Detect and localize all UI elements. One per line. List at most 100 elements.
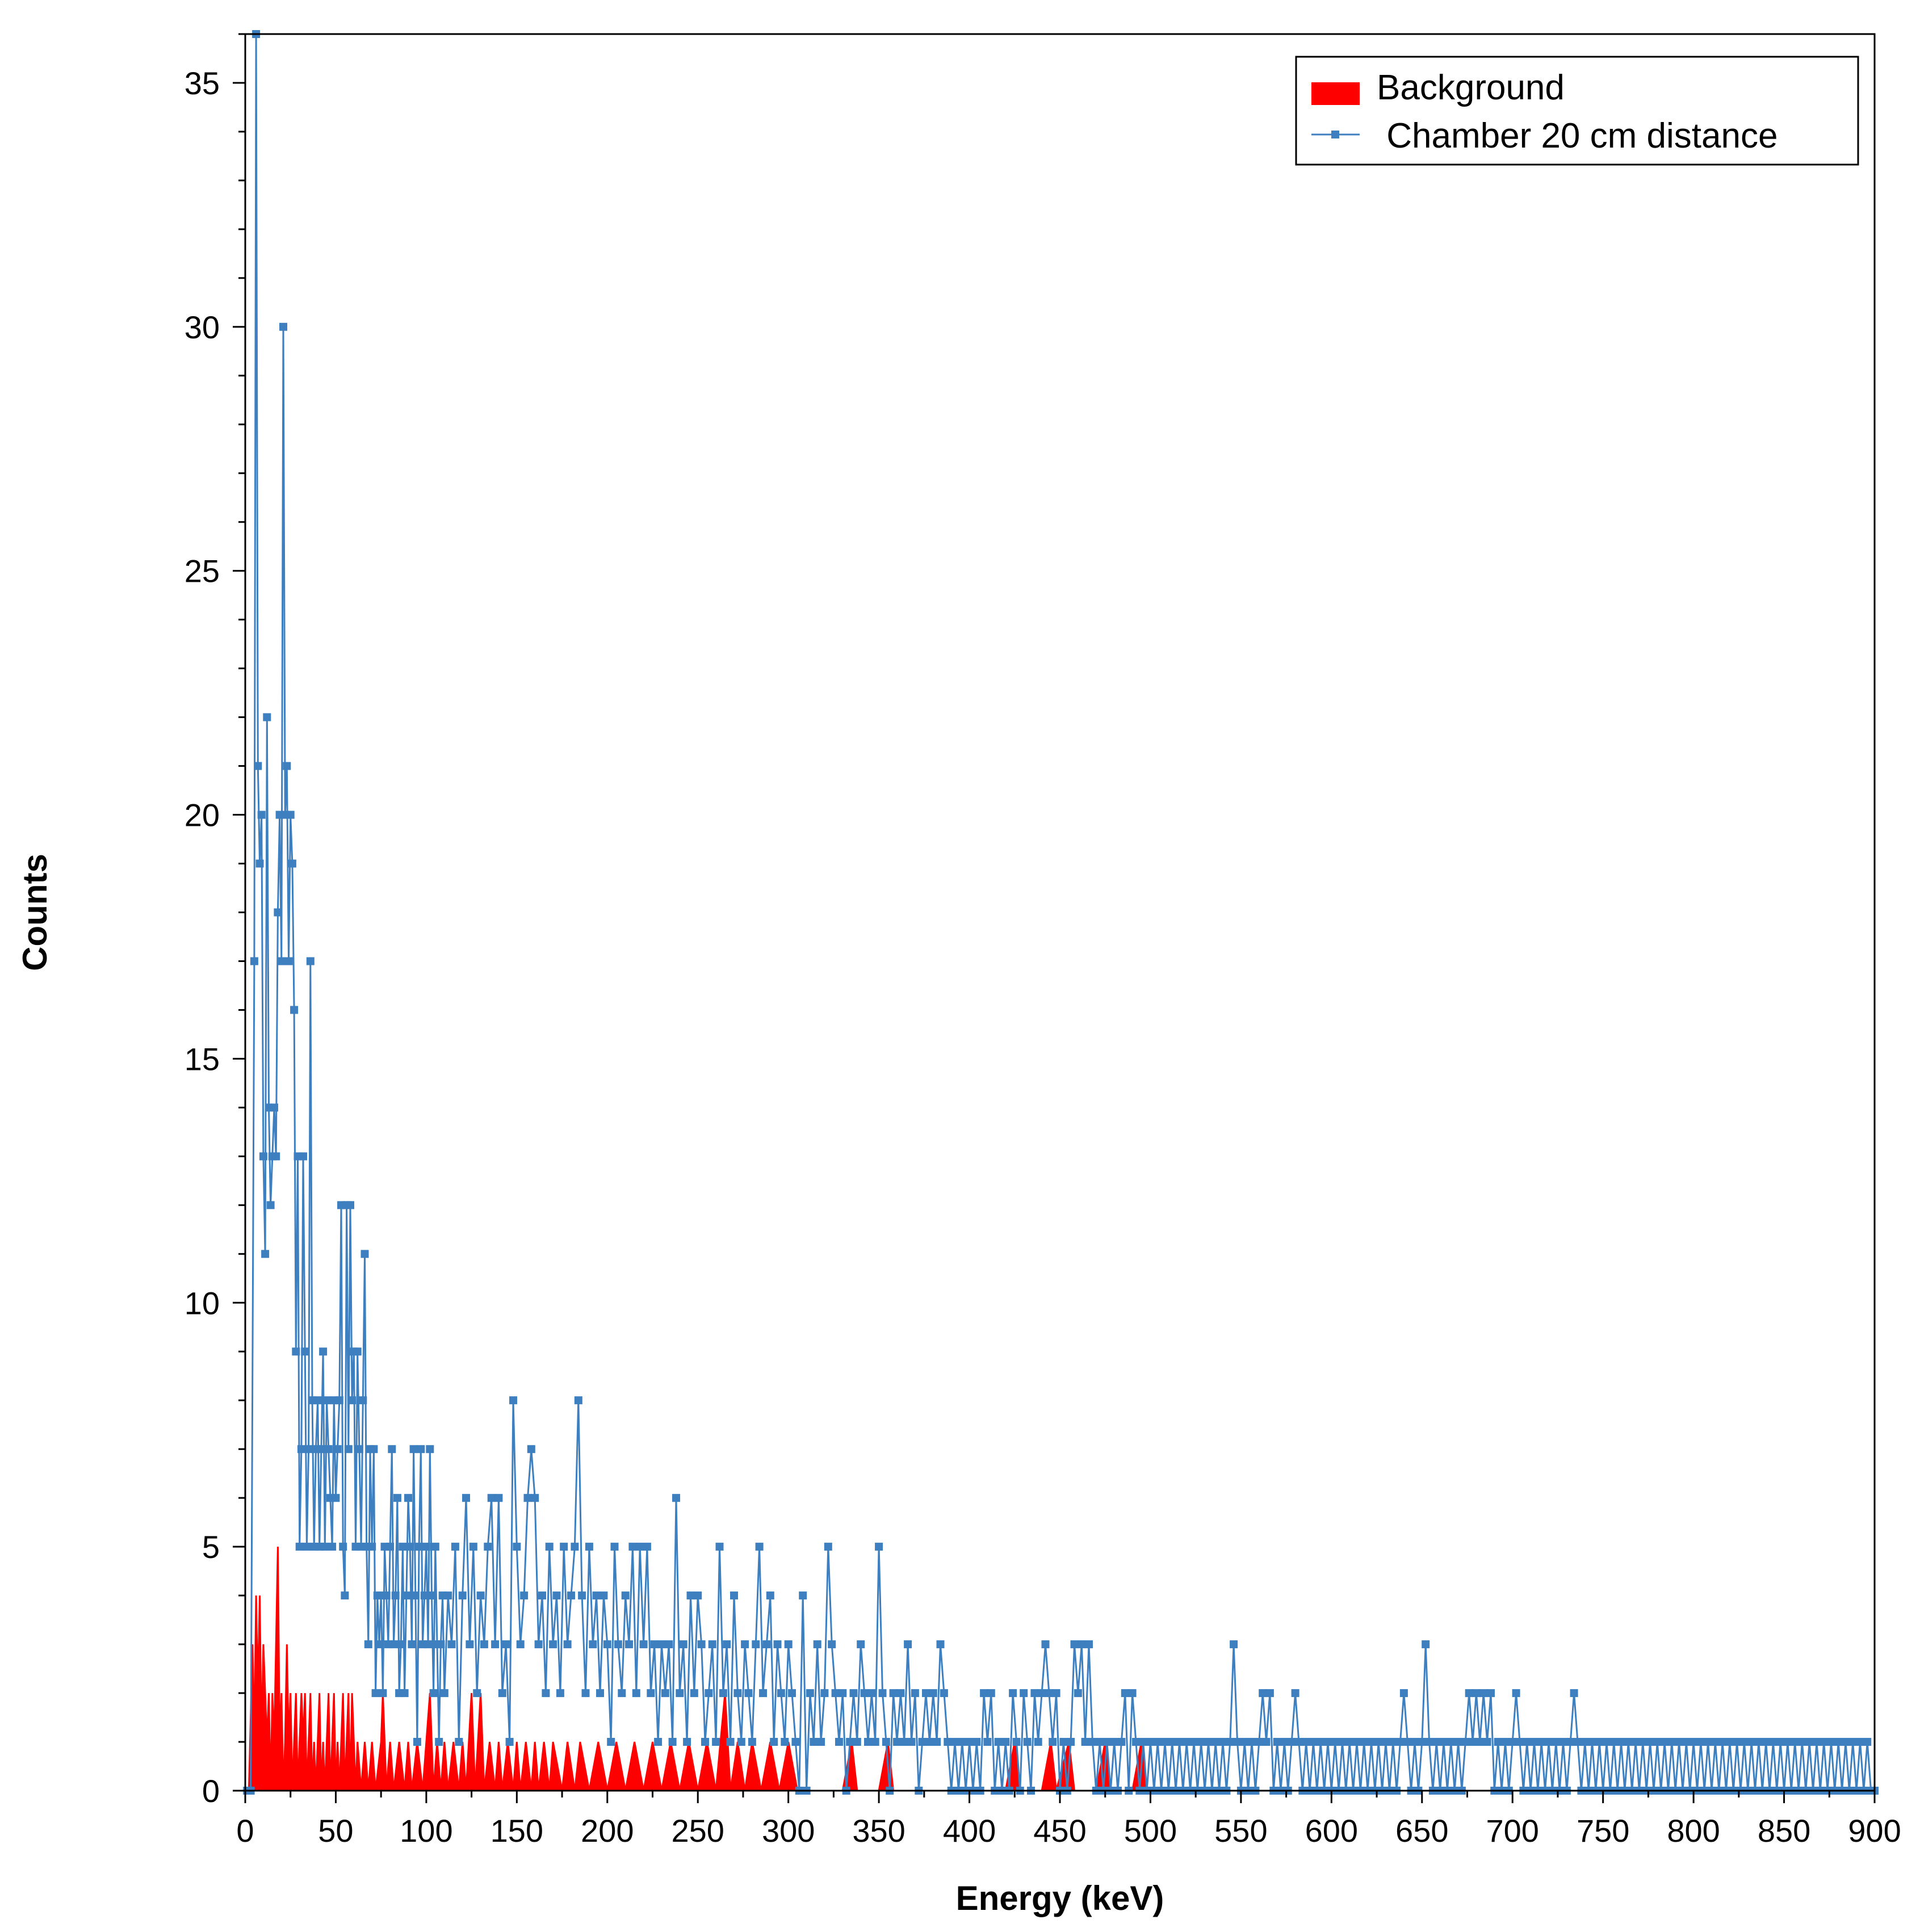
chamber-point xyxy=(531,1494,539,1502)
chamber-point xyxy=(469,1543,477,1551)
chamber-point xyxy=(922,1689,930,1698)
chamber-point xyxy=(1574,1738,1582,1746)
chamber-point xyxy=(1632,1738,1640,1746)
chamber-point xyxy=(1842,1738,1850,1746)
chamber-point xyxy=(607,1738,615,1746)
chamber-point xyxy=(813,1640,821,1649)
chamber-point xyxy=(1154,1738,1162,1746)
chamber-point xyxy=(755,1543,764,1551)
chamber-point xyxy=(661,1689,669,1698)
chamber-point xyxy=(1012,1738,1021,1746)
chamber-point xyxy=(791,1738,800,1746)
chamber-point xyxy=(304,1445,313,1454)
chamber-point xyxy=(1074,1689,1082,1698)
chamber-point xyxy=(1131,1738,1140,1746)
chamber-point xyxy=(1690,1738,1698,1746)
chamber-point xyxy=(427,1591,436,1600)
chamber-point xyxy=(650,1640,659,1649)
chamber-point xyxy=(690,1689,698,1698)
chamber-point xyxy=(388,1445,396,1454)
chamber-point xyxy=(701,1738,709,1746)
chamber-point xyxy=(1197,1738,1205,1746)
chamber-point xyxy=(820,1689,829,1698)
chamber-point xyxy=(715,1543,724,1551)
chamber-point xyxy=(647,1689,655,1698)
chamber-point xyxy=(1265,1689,1274,1698)
chamber-point xyxy=(676,1689,684,1698)
chamber-point xyxy=(867,1689,876,1698)
chamber-point xyxy=(1805,1738,1814,1746)
chamber-point xyxy=(494,1494,503,1502)
chamber-point xyxy=(397,1640,405,1649)
legend-marker-chamber xyxy=(1331,131,1339,138)
chamber-point xyxy=(672,1494,680,1502)
chamber-point xyxy=(283,762,291,770)
chamber-point xyxy=(632,1689,640,1698)
chamber-point xyxy=(668,1738,677,1746)
chamber-point xyxy=(1523,1738,1531,1746)
chamber-point xyxy=(878,1689,887,1698)
chamber-point xyxy=(335,1396,343,1405)
chamber-point xyxy=(424,1640,433,1649)
chamber-point xyxy=(639,1640,648,1649)
x-tick-label: 300 xyxy=(762,1813,815,1849)
chamber-point xyxy=(375,1640,383,1649)
chamber-point xyxy=(1038,1689,1046,1698)
chamber-point xyxy=(578,1591,586,1600)
chamber-point xyxy=(1302,1738,1310,1746)
x-tick-label: 150 xyxy=(491,1813,543,1849)
chamber-point xyxy=(389,1640,398,1649)
chamber-point xyxy=(1030,1689,1039,1698)
chamber-point xyxy=(1399,1689,1408,1698)
chamber-point xyxy=(1345,1738,1354,1746)
chamber-point xyxy=(413,1738,421,1746)
chamber-point xyxy=(741,1640,749,1649)
chamber-point xyxy=(1682,1738,1691,1746)
chamber-point xyxy=(654,1738,663,1746)
chamber-point xyxy=(348,1396,357,1405)
legend-box xyxy=(1295,56,1859,166)
chamber-point xyxy=(1382,1738,1390,1746)
chamber-point xyxy=(498,1689,506,1698)
chamber-point xyxy=(574,1396,582,1405)
chamber-point xyxy=(1617,1738,1625,1746)
chamber-point xyxy=(404,1494,412,1502)
chamber-point xyxy=(1367,1738,1376,1746)
chamber-point xyxy=(1813,1738,1821,1746)
x-tick-label: 200 xyxy=(581,1813,634,1849)
chamber-point xyxy=(505,1738,514,1746)
chamber-point xyxy=(400,1689,409,1698)
chamber-point xyxy=(600,1591,608,1600)
chamber-point xyxy=(1512,1689,1520,1698)
chamber-point xyxy=(328,1543,337,1551)
chamber-point xyxy=(1045,1689,1053,1698)
chamber-point xyxy=(379,1689,387,1698)
legend-label-background: Background xyxy=(1377,68,1565,107)
chamber-point xyxy=(1088,1738,1097,1746)
chamber-point xyxy=(386,1543,395,1551)
chamber-point xyxy=(370,1445,378,1454)
axes: 0 50 100 150 200 250 300 350 400 450 500 550 600 650 7… xyxy=(185,33,1901,1849)
chamber-point xyxy=(1211,1738,1220,1746)
chamber-point xyxy=(705,1689,713,1698)
chamber-point xyxy=(1465,1689,1473,1698)
chamber-point xyxy=(686,1591,695,1600)
chamber-point xyxy=(1454,1738,1462,1746)
chamber-point xyxy=(1718,1738,1727,1746)
chamber-point xyxy=(781,1738,789,1746)
chamber-point xyxy=(473,1689,481,1698)
x-tick-label: 700 xyxy=(1486,1813,1539,1849)
chamber-point xyxy=(344,1445,353,1454)
chamber-point xyxy=(726,1738,735,1746)
chamber-point xyxy=(359,1396,367,1405)
chamber-point xyxy=(1733,1738,1741,1746)
chamber-point xyxy=(1294,1738,1303,1746)
chamber-point xyxy=(871,1738,879,1746)
chamber-point xyxy=(1389,1738,1397,1746)
chamber-point xyxy=(1469,1738,1477,1746)
chamber-point xyxy=(567,1591,575,1600)
chamber-point xyxy=(1783,1738,1792,1746)
chamber-point xyxy=(1494,1738,1502,1746)
chamber-point xyxy=(1067,1738,1075,1746)
